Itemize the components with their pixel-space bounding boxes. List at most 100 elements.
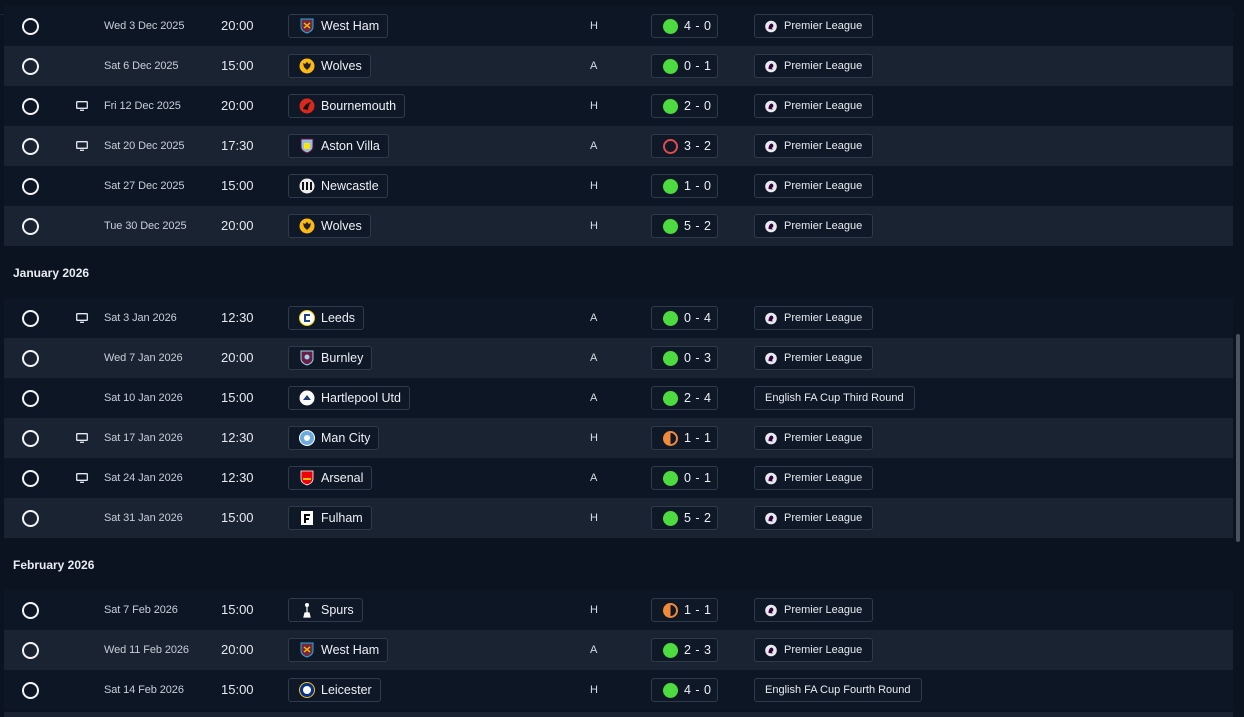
opponent-name: Aston Villa xyxy=(321,139,380,153)
select-radio[interactable] xyxy=(22,642,39,659)
competition-button[interactable]: Premier League xyxy=(754,638,874,662)
competition-name: Premier League xyxy=(784,312,863,324)
fixture-row[interactable]: Sat 7 Feb 2026 15:00 Spurs H 1 - 1 Premi… xyxy=(4,590,1233,630)
result-button[interactable]: 5 - 2 xyxy=(651,506,718,530)
fixture-row[interactable]: Sat 14 Feb 2026 15:00 Leicester H 4 - 0 … xyxy=(4,670,1233,710)
competition-button[interactable]: Premier League xyxy=(754,54,874,78)
competition-button[interactable]: Premier League xyxy=(754,506,874,530)
competition-button[interactable]: Premier League xyxy=(754,14,874,38)
result-button[interactable]: 2 - 0 xyxy=(651,94,718,118)
result-button[interactable]: 2 - 4 xyxy=(651,386,718,410)
result-button[interactable]: 0 - 1 xyxy=(651,54,718,78)
wolves-crest-icon xyxy=(299,218,315,234)
result-button[interactable]: 0 - 3 xyxy=(651,346,718,370)
score: 1 - 1 xyxy=(684,603,712,617)
select-radio[interactable] xyxy=(22,682,39,699)
select-radio[interactable] xyxy=(22,138,39,155)
result-button[interactable]: 5 - 2 xyxy=(651,214,718,238)
result-button[interactable]: 1 - 1 xyxy=(651,426,718,450)
opponent-button[interactable]: Man City xyxy=(288,426,380,450)
scrollbar-thumb[interactable] xyxy=(1236,334,1240,542)
select-radio[interactable] xyxy=(22,178,39,195)
competition-button[interactable]: Premier League xyxy=(754,306,874,330)
fixture-row[interactable]: Wed 3 Dec 2025 20:00 West Ham H 4 - 0 Pr… xyxy=(4,6,1233,46)
score: 3 - 2 xyxy=(684,139,712,153)
fixture-row[interactable]: Sat 20 Dec 2025 17:30 Aston Villa A 3 - … xyxy=(4,126,1233,166)
result-button[interactable]: 2 - 3 xyxy=(651,638,718,662)
win-result-icon xyxy=(663,98,678,114)
competition-button[interactable]: Premier League xyxy=(754,346,874,370)
opponent-button[interactable]: Spurs xyxy=(288,598,363,622)
select-radio[interactable] xyxy=(22,350,39,367)
opponent-name: Wolves xyxy=(321,59,362,73)
result-button[interactable]: 1 - 1 xyxy=(651,598,718,622)
select-radio[interactable] xyxy=(22,310,39,327)
fixture-row[interactable]: Sat 27 Dec 2025 15:00 Newcastle H 1 - 0 … xyxy=(4,166,1233,206)
fixture-row[interactable]: Sat 24 Jan 2026 12:30 Arsenal A 0 - 1 Pr… xyxy=(4,458,1233,498)
competition-button[interactable]: Premier League xyxy=(754,466,874,490)
win-result-icon xyxy=(663,218,678,234)
fixture-row[interactable]: Wed 11 Feb 2026 20:00 West Ham A 2 - 3 P… xyxy=(4,630,1233,670)
opponent-button[interactable]: West Ham xyxy=(288,14,389,38)
fixture-row[interactable]: Tue 30 Dec 2025 20:00 Wolves H 5 - 2 Pre… xyxy=(4,206,1233,246)
result-button[interactable]: 0 - 4 xyxy=(651,306,718,330)
select-radio[interactable] xyxy=(22,390,39,407)
fixture-row[interactable]: Sat 10 Jan 2026 15:00 Hartlepool Utd A 2… xyxy=(4,378,1233,418)
result-button[interactable]: 1 - 0 xyxy=(651,174,718,198)
competition-button[interactable]: Premier League xyxy=(754,214,874,238)
opponent-button[interactable]: Arsenal xyxy=(288,466,373,490)
venue-indicator: A xyxy=(590,392,598,404)
select-radio[interactable] xyxy=(22,470,39,487)
kickoff-time: 20:00 xyxy=(221,18,254,33)
fixture-row[interactable]: Sat 31 Jan 2026 15:00 Fulham H 5 - 2 Pre… xyxy=(4,498,1233,538)
opponent-button[interactable]: Hartlepool Utd xyxy=(288,386,410,410)
venue-indicator: H xyxy=(590,20,598,32)
kickoff-time: 15:00 xyxy=(221,390,254,405)
score: 0 - 1 xyxy=(684,59,712,73)
competition-button[interactable]: Premier League xyxy=(754,174,874,198)
select-radio[interactable] xyxy=(22,218,39,235)
result-button[interactable]: 0 - 1 xyxy=(651,466,718,490)
competition-button[interactable]: Premier League xyxy=(754,598,874,622)
fixture-date: Sat 24 Jan 2026 xyxy=(104,472,183,484)
win-result-icon xyxy=(663,178,678,194)
wolves-crest-icon xyxy=(299,58,315,74)
competition-button[interactable]: Premier League xyxy=(754,426,874,450)
opponent-button[interactable]: Aston Villa xyxy=(288,134,389,158)
select-radio[interactable] xyxy=(22,58,39,75)
fixture-row[interactable]: Sat 17 Jan 2026 12:30 Man City H 1 - 1 P… xyxy=(4,418,1233,458)
opponent-button[interactable]: Fulham xyxy=(288,506,372,530)
select-radio[interactable] xyxy=(22,18,39,35)
opponent-name: Arsenal xyxy=(321,471,364,485)
opponent-button[interactable]: Leicester xyxy=(288,678,381,702)
opponent-button[interactable]: Bournemouth xyxy=(288,94,406,118)
opponent-button[interactable]: Wolves xyxy=(288,54,371,78)
fixture-row[interactable]: Sat 6 Dec 2025 15:00 Wolves A 0 - 1 Prem… xyxy=(4,46,1233,86)
score: 0 - 3 xyxy=(684,351,712,365)
fixture-row[interactable]: Wed 7 Jan 2026 20:00 Burnley A 0 - 3 Pre… xyxy=(4,338,1233,378)
opponent-button[interactable]: Newcastle xyxy=(288,174,388,198)
select-radio[interactable] xyxy=(22,510,39,527)
select-radio[interactable] xyxy=(22,602,39,619)
opponent-name: Man City xyxy=(321,431,371,445)
tv-icon xyxy=(76,141,88,151)
competition-button[interactable]: Premier League xyxy=(754,94,874,118)
select-radio[interactable] xyxy=(22,430,39,447)
competition-button[interactable]: English FA Cup Third Round xyxy=(754,386,915,410)
competition-button[interactable]: Premier League xyxy=(754,134,874,158)
select-radio[interactable] xyxy=(22,98,39,115)
result-button[interactable]: 4 - 0 xyxy=(651,14,718,38)
opponent-name: Leeds xyxy=(321,311,356,325)
arsenal-crest-icon xyxy=(299,470,315,486)
premier-league-icon xyxy=(765,644,784,657)
opponent-button[interactable]: Burnley xyxy=(288,346,373,370)
west-ham-crest-icon xyxy=(299,642,315,658)
fixture-row[interactable]: Sat 3 Jan 2026 12:30 Leeds A 0 - 4 Premi… xyxy=(4,298,1233,338)
opponent-button[interactable]: Wolves xyxy=(288,214,371,238)
opponent-button[interactable]: West Ham xyxy=(288,638,389,662)
opponent-button[interactable]: Leeds xyxy=(288,306,365,330)
result-button[interactable]: 3 - 2 xyxy=(651,134,718,158)
fixture-row[interactable]: Fri 12 Dec 2025 20:00 Bournemouth H 2 - … xyxy=(4,86,1233,126)
competition-button[interactable]: English FA Cup Fourth Round xyxy=(754,678,922,702)
result-button[interactable]: 4 - 0 xyxy=(651,678,718,702)
